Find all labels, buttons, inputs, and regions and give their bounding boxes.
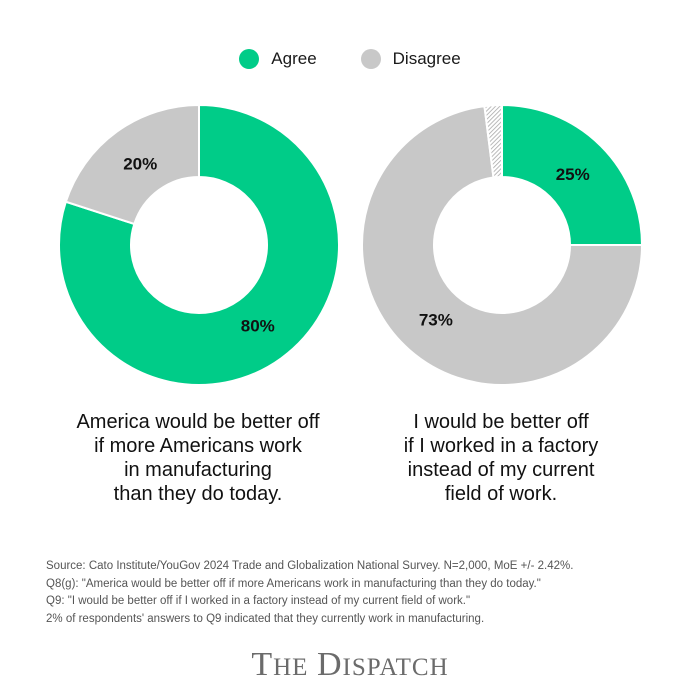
data-label-agree: 25%	[556, 165, 590, 184]
legend-label-disagree: Disagree	[392, 49, 461, 68]
legend-swatch-agree	[239, 49, 260, 69]
logo-letters: HE	[273, 654, 309, 681]
caption-line: I would be better off	[413, 411, 589, 433]
chart-legend: Agree Disagree	[0, 46, 700, 72]
logo-letter: T	[251, 646, 274, 683]
source-note: Source: Cato Institute/YouGov 2024 Trade…	[46, 560, 574, 572]
the-dispatch-logo: THE DISPATCH	[0, 646, 700, 684]
footnote: 2% of respondents' answers to Q9 indicat…	[46, 612, 485, 625]
caption-line: in manufacturing	[124, 459, 272, 481]
caption-line: field of work.	[444, 483, 558, 505]
caption-line: America would be better off	[76, 411, 320, 433]
donut-slice-disagree	[64, 103, 200, 226]
chart-caption-left: America would be better off if more Amer…	[38, 410, 358, 506]
legend-swatch-disagree	[360, 49, 381, 69]
chart-caption-right: I would be better off if I worked in a f…	[341, 410, 661, 506]
data-label-disagree: 73%	[419, 311, 453, 330]
data-label-agree: 80%	[241, 316, 275, 335]
donut-chart-factory-self: 25% 73%	[361, 103, 644, 386]
logo-letters: ISPATCH	[342, 654, 449, 681]
caption-line: if more Americans work	[94, 435, 302, 457]
donut-slice-disagree	[361, 104, 644, 386]
legend-label-agree: Agree	[271, 49, 317, 68]
donut-slice-currently-work-in-manufacturing	[483, 103, 503, 179]
donut-chart-manufacturing-america: 80% 20%	[58, 103, 340, 386]
caption-line: if I worked in a factory	[403, 435, 599, 457]
source-notes: Source: Cato Institute/YouGov 2024 Trade…	[46, 558, 666, 628]
logo-letter: D	[316, 646, 343, 683]
legend-item-agree: Agree	[239, 49, 317, 69]
data-label-disagree: 20%	[123, 155, 157, 174]
legend-item-disagree: Disagree	[360, 49, 461, 69]
caption-line: instead of my current	[407, 459, 595, 481]
caption-line: than they do today.	[113, 483, 283, 505]
question-note-q8: Q8(g): "America would be better off if m…	[46, 577, 541, 590]
donut-slice-agree	[501, 103, 644, 246]
question-note-q9: Q9: "I would be better off if I worked i…	[46, 595, 471, 607]
donut-slice-agree	[58, 103, 340, 386]
